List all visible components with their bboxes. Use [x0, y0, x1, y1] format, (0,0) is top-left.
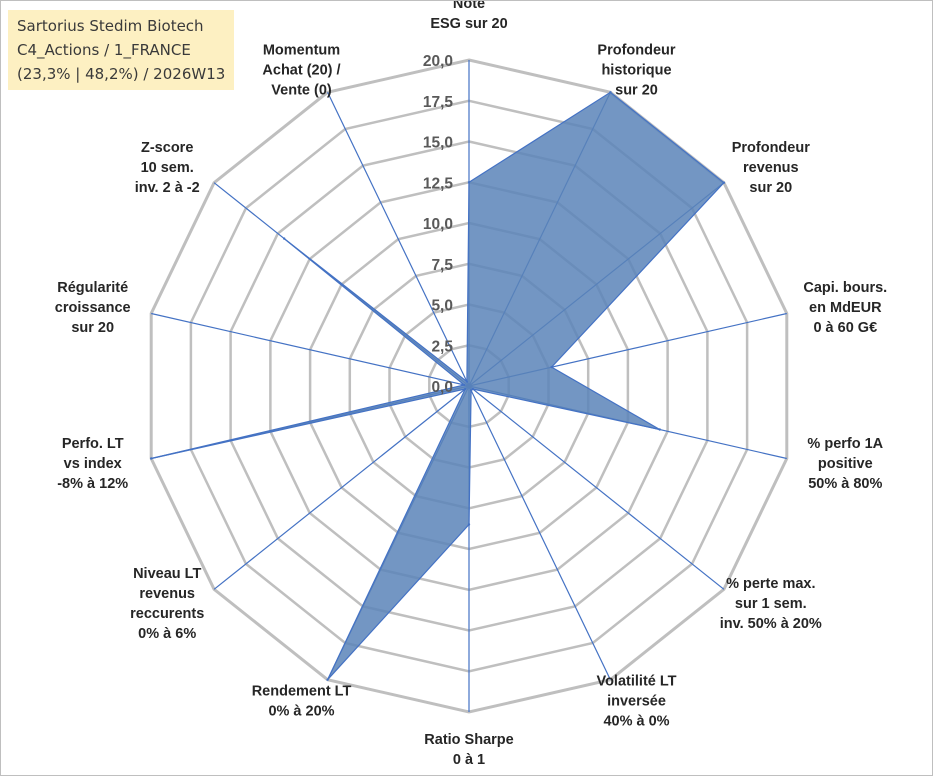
series-point: [463, 383, 466, 387]
axis-label-line: sur 20: [71, 320, 114, 336]
axis-label: Niveau LT revenus reccurents 0% à 6%: [130, 566, 204, 642]
axis-label-line: Z-score: [141, 140, 193, 156]
axis-label-line: Niveau LT: [133, 566, 201, 582]
series-point: [722, 181, 726, 184]
axis-spoke: [213, 385, 470, 590]
axis-label: % perfo 1A positive 50% à 80%: [807, 436, 883, 492]
axis-label: Rendement LT 0% à 20%: [252, 683, 352, 719]
series-point: [550, 365, 553, 369]
axis-label-line: Ratio Sharpe: [424, 732, 513, 748]
axis-label-line: 50% à 80%: [808, 476, 882, 492]
axis-label-line: Note: [453, 1, 485, 12]
axis-label-line: sur 1 sem.: [735, 596, 807, 612]
axis-spoke: [468, 385, 725, 590]
tick-label: 0,0: [431, 379, 453, 396]
series-point: [469, 389, 473, 392]
axis-label: Profondeur revenus sur 20: [732, 140, 810, 196]
axis-label-line: 10 sem.: [141, 160, 194, 176]
tick-label: 12,5: [423, 175, 454, 192]
axis-label-line: inv. 50% à 20%: [720, 616, 822, 632]
series-point: [467, 181, 471, 184]
tick-label: 17,5: [423, 94, 454, 111]
axis-label-line: 0 à 1: [453, 752, 485, 768]
axis-label: Note ESG sur 20: [430, 1, 507, 32]
tick-label: 20,0: [423, 53, 453, 70]
axis-label-line: revenus: [743, 160, 799, 176]
axis-label-line: 0% à 6%: [138, 626, 196, 642]
axis-label: Ratio Sharpe 0 à 1: [424, 732, 513, 768]
axis-label: Perfo. LT vs index -8% à 12%: [57, 436, 128, 492]
series-point: [467, 523, 471, 526]
axis-label-line: Rendement LT: [252, 683, 352, 699]
axis-label-line: en MdEUR: [809, 300, 882, 316]
radar-series: [150, 91, 726, 681]
axis-label-line: 0% à 20%: [268, 703, 334, 719]
axis-label: Z-score 10 sem. inv. 2 à -2: [135, 140, 200, 196]
axis-label: Momentum Achat (20) / Vente (0): [262, 43, 340, 99]
axis-label-line: Perfo. LT: [62, 436, 124, 452]
series-point: [609, 91, 612, 94]
axis-label-line: 40% à 0%: [603, 713, 669, 729]
axis-label-line: Momentum: [263, 43, 340, 59]
axis-label-line: Profondeur: [597, 43, 675, 59]
axis-label: Capi. bours. en MdEUR 0 à 60 G€: [803, 280, 887, 336]
axis-label-line: historique: [601, 63, 671, 79]
axis-label-line: croissance: [55, 300, 131, 316]
axis-label-line: % perte max.: [726, 576, 815, 592]
axis-label-line: sur 20: [749, 180, 792, 196]
tick-label: 15,0: [423, 135, 453, 152]
axis-label-line: inv. 2 à -2: [135, 180, 200, 196]
axis-label: Régularité croissance sur 20: [55, 280, 131, 336]
axis-label-line: vs index: [64, 456, 122, 472]
series-point: [150, 457, 153, 460]
axis-label-line: 0 à 60 G€: [813, 320, 877, 336]
axis-label-line: % perfo 1A: [807, 436, 883, 452]
title-company: Sartorius Stedim Biotech: [17, 17, 204, 35]
series-point: [283, 237, 286, 240]
series-point: [465, 380, 469, 383]
tick-label: 2,5: [431, 338, 453, 355]
tick-label: 10,0: [423, 216, 453, 233]
title-box: Sartorius Stedim Biotech C4_Actions / 1_…: [8, 10, 234, 90]
title-stats: (23,3% | 48,2%) / 2026W13: [17, 65, 226, 83]
series-point: [464, 387, 467, 391]
tick-label: 7,5: [431, 257, 453, 274]
series-point: [658, 428, 661, 431]
axis-label-line: Profondeur: [732, 140, 810, 156]
axis-label: % perte max. sur 1 sem. inv. 50% à 20%: [720, 576, 822, 632]
axis-label-line: -8% à 12%: [57, 476, 128, 492]
series-point: [471, 387, 474, 391]
axis-label-line: inversée: [607, 693, 666, 709]
axis-label: Profondeur historique sur 20: [597, 43, 675, 99]
radar-axis-labels: Note ESG sur 20 Profondeur historique sur 20…: [55, 1, 887, 768]
axis-spoke: [327, 92, 470, 387]
tick-label: 5,0: [431, 298, 453, 315]
axis-label-line: Capi. bours.: [803, 280, 887, 296]
axis-spoke: [151, 312, 470, 387]
axis-label-line: ESG sur 20: [430, 16, 507, 32]
axis-label: Volatilité LT inversée 40% à 0%: [596, 673, 676, 729]
axis-label-line: positive: [818, 456, 873, 472]
series-point: [326, 678, 329, 681]
axis-label-line: revenus: [139, 586, 195, 602]
axis-label-line: Vente (0): [271, 83, 332, 99]
title-category: C4_Actions / 1_FRANCE: [17, 41, 191, 59]
axis-label-line: Achat (20) /: [262, 63, 340, 79]
radar-tick-labels: 0,0 2,5 5,0 7,5 10,0 12,5 15,0 17,5 20,0: [423, 53, 454, 396]
axis-label-line: sur 20: [615, 83, 658, 99]
axis-label-line: Volatilité LT: [596, 673, 676, 689]
axis-label-line: reccurents: [130, 606, 204, 622]
axis-label-line: Régularité: [57, 280, 128, 296]
axis-spoke: [468, 385, 611, 680]
